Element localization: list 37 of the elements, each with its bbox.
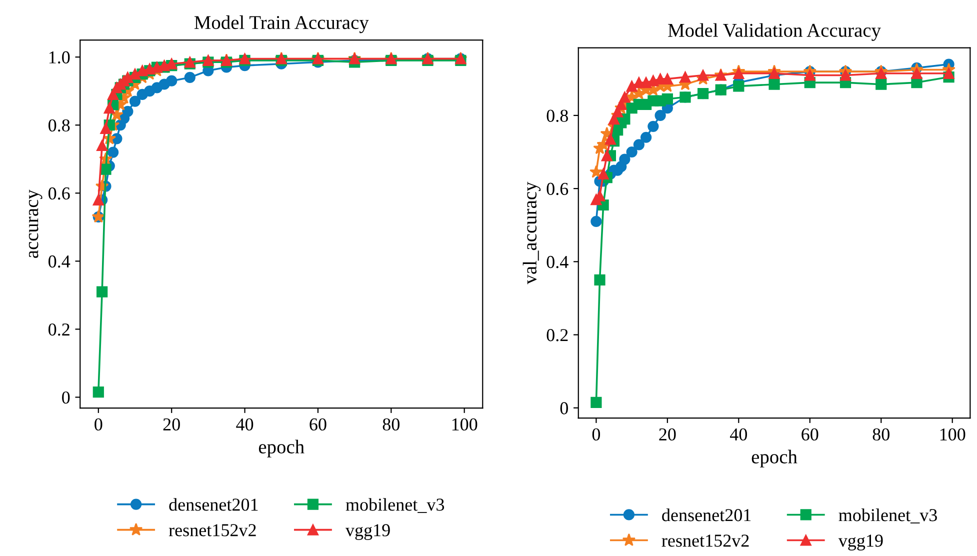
y-axis-title: val_accuracy — [522, 182, 541, 284]
legend-label: vgg19 — [838, 534, 883, 550]
x-tick-label: 80 — [872, 428, 890, 441]
x-tick-label: 20 — [163, 418, 180, 431]
legend-label: mobilenet_v3 — [346, 498, 444, 513]
y-tick-label: 0 — [62, 391, 70, 404]
legend-label: mobilenet_v3 — [838, 508, 937, 524]
y-tick-label: 0.6 — [546, 182, 568, 196]
legend-label: resnet152v2 — [168, 524, 256, 536]
x-tick-label: 0 — [592, 428, 600, 441]
x-tick-label: 40 — [236, 418, 254, 431]
y-tick-label: 0.6 — [48, 187, 70, 200]
y-tick-label: 0.8 — [48, 119, 70, 132]
x-tick-label: 60 — [310, 418, 326, 431]
legend-label: densenet201 — [662, 508, 751, 522]
y-tick-label: 0.2 — [546, 329, 568, 342]
x-tick-label: 100 — [940, 428, 966, 441]
legend-label: densenet201 — [169, 498, 258, 511]
chart-title: Model Train Accuracy — [194, 15, 369, 34]
y-tick-label: 1.0 — [49, 51, 70, 64]
y-tick-label: 0.4 — [546, 256, 568, 268]
x-tick-label: 0 — [94, 418, 102, 431]
x-tick-label: 100 — [452, 418, 478, 431]
chart-title: Model Validation Accuracy — [668, 23, 881, 41]
x-tick-label: 60 — [802, 428, 818, 441]
x-tick-label: 80 — [382, 418, 400, 431]
legend-label: resnet152v2 — [662, 534, 749, 547]
y-axis-title: accuracy — [28, 190, 42, 258]
x-tick-label: 40 — [730, 428, 747, 441]
y-tick-label: 0.8 — [546, 110, 568, 122]
y-tick-label: 0 — [560, 402, 568, 414]
x-axis-title: epoch — [752, 450, 798, 468]
x-axis-title: epoch — [258, 440, 304, 458]
legend-label: vgg19 — [345, 524, 390, 540]
y-tick-label: 0.4 — [48, 255, 70, 268]
x-tick-label: 20 — [659, 428, 676, 441]
y-tick-label: 0.2 — [48, 323, 70, 336]
